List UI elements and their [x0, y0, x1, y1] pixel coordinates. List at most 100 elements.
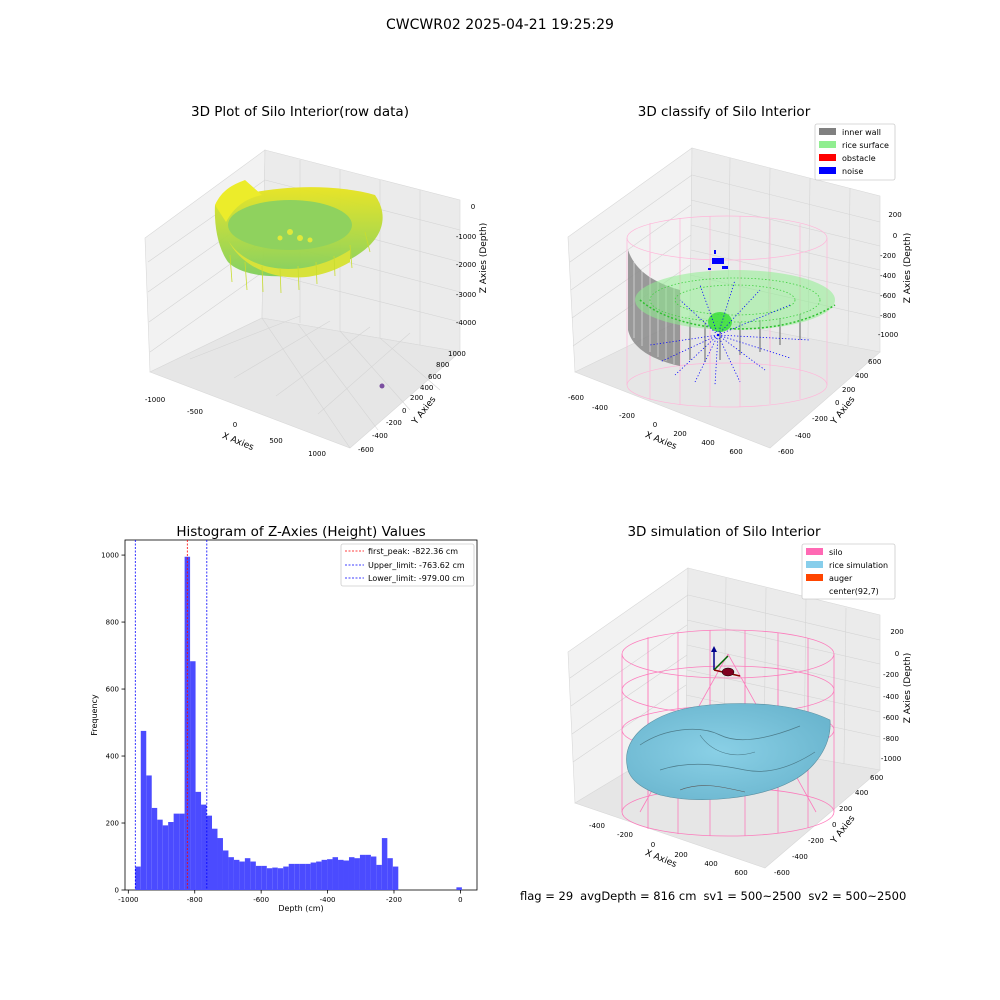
raw-ztick: -4000 — [456, 319, 476, 327]
raw-ztick: -2000 — [456, 261, 476, 269]
histogram-bar — [162, 825, 169, 890]
histogram-xtick-label: -200 — [386, 896, 402, 904]
histogram-ylabel: Frequency — [90, 694, 99, 736]
classify-ztick: 200 — [888, 211, 901, 219]
histogram-bar — [233, 859, 240, 890]
histogram-bar — [365, 854, 371, 890]
legend-entry-upper-limit: Upper_limit: -763.62 cm — [345, 561, 465, 570]
panel-simulation-3d: 3D simulation of Silo Interior — [567, 524, 913, 877]
simulation-auger-marker — [711, 646, 741, 677]
histogram-bar — [201, 804, 207, 890]
simulation-ztick: -600 — [883, 714, 899, 722]
simulation-rice-surface — [626, 703, 831, 800]
classify-zlabel: Z Axies (Depth) — [903, 233, 913, 304]
classify-ytick: -600 — [778, 448, 794, 456]
histogram-bar — [250, 861, 256, 890]
raw-ytick: -200 — [386, 419, 402, 427]
legend-entry-center: center(92,7) — [829, 587, 879, 596]
histogram-bar — [239, 861, 245, 890]
raw-xtick: 0 — [233, 421, 237, 429]
legend-entry-noise: noise — [819, 167, 863, 176]
histogram-ytick-label: 400 — [106, 753, 119, 761]
classify-xtick: 400 — [701, 439, 714, 447]
classify-x-ticks: -600 -400 -200 0 200 400 600 — [568, 394, 743, 456]
histogram-bar — [179, 813, 185, 890]
panel-raw-title: 3D Plot of Silo Interior(row data) — [191, 104, 409, 120]
classify-noise-points — [649, 279, 811, 386]
raw-ztick: -1000 — [456, 233, 476, 241]
histogram-bar — [157, 819, 163, 890]
histogram-bar — [294, 863, 300, 890]
histogram-bar — [212, 828, 218, 890]
histogram-xtick-label: -600 — [253, 896, 269, 904]
raw-z-ticks: -4000 -3000 -2000 -1000 0 — [456, 203, 476, 327]
panel-raw-3d: 3D Plot of Silo Interior(row data) — [144, 104, 489, 458]
simulation-xtick: 400 — [704, 860, 717, 868]
raw-ytick: 800 — [436, 361, 449, 369]
histogram-bar — [244, 858, 251, 890]
legend-entry-first-peak: first_peak: -822.36 cm — [345, 547, 458, 556]
histogram-bar — [370, 856, 377, 890]
classify-xtick: 200 — [673, 430, 686, 438]
histogram-ytick-label: 0 — [115, 887, 119, 895]
raw-ytick: 1000 — [448, 350, 466, 358]
svg-text:first_peak: -822.36 cm: first_peak: -822.36 cm — [368, 547, 458, 556]
simulation-ytick: -200 — [808, 837, 824, 845]
flag-value: flag = 29 — [520, 889, 574, 903]
histogram-xtick-label: -400 — [320, 896, 336, 904]
histogram-bar — [190, 661, 196, 890]
simulation-z-ticks: -1000 -800 -600 -400 -200 0 200 — [881, 628, 904, 763]
raw-x-ticks: -1000 -500 0 500 1000 — [145, 396, 326, 458]
histogram-bar — [146, 775, 152, 890]
classify-xtick: -400 — [592, 404, 608, 412]
panel-classify-title: 3D classify of Silo Interior — [638, 104, 811, 120]
histogram-xtick-label: -1000 — [118, 896, 138, 904]
simulation-ztick: -1000 — [881, 755, 901, 763]
histogram-bar — [327, 859, 333, 890]
simulation-x-ticks: -400 -200 0 200 400 600 — [589, 822, 748, 877]
histogram-bar — [140, 730, 147, 890]
simulation-xtick: 600 — [734, 869, 747, 877]
histogram-ytick-label: 800 — [106, 619, 119, 627]
simulation-ztick: -400 — [883, 693, 899, 701]
figure-title: CWCWR02 2025-04-21 19:25:29 — [386, 17, 614, 33]
simulation-ytick: 600 — [870, 774, 883, 782]
svg-text:rice surface: rice surface — [842, 141, 889, 150]
legend-entry-auger: auger — [806, 574, 853, 583]
classify-ylabel: Y Axies — [829, 395, 858, 428]
raw-ytick: 0 — [402, 407, 406, 415]
simulation-ztick: -200 — [883, 671, 899, 679]
simulation-ytick: -600 — [774, 869, 790, 877]
histogram-bar — [151, 807, 158, 890]
histogram-bar — [381, 838, 388, 890]
simulation-ylabel: Y Axies — [829, 814, 858, 847]
simulation-y-ticks: -600 -400 -200 0 200 400 600 — [774, 774, 883, 877]
simulation-ztick: -800 — [883, 735, 899, 743]
histogram-bar — [288, 863, 295, 890]
histogram-bar — [321, 859, 328, 890]
raw-xtick: 500 — [269, 437, 282, 445]
simulation-ztick: 200 — [890, 628, 903, 636]
histogram-threshold-lines — [134, 540, 208, 890]
classify-ztick: -600 — [880, 292, 896, 300]
classify-rice-surface-points — [635, 270, 836, 332]
classify-ytick: 600 — [868, 358, 881, 366]
simulation-ytick: 0 — [832, 821, 836, 829]
svg-text:noise: noise — [842, 167, 863, 176]
histogram-bar — [173, 813, 180, 890]
histogram-bar — [261, 865, 267, 890]
avg-depth-value: avgDepth = 816 cm — [580, 889, 697, 903]
histogram-bar — [299, 863, 306, 890]
raw-ytick: 200 — [410, 394, 423, 402]
histogram-bar — [277, 868, 284, 890]
classify-ztick: -200 — [880, 252, 896, 260]
histogram-bar — [195, 791, 202, 890]
raw-ytick: 400 — [420, 384, 433, 392]
histogram-legend: first_peak: -822.36 cm Upper_limit: -763… — [340, 543, 475, 587]
histogram-bar — [376, 864, 382, 890]
simulation-ytick: -400 — [792, 853, 808, 861]
svg-text:Lower_limit: -979.00 cm: Lower_limit: -979.00 cm — [368, 574, 465, 583]
classify-ztick: -800 — [880, 312, 896, 320]
histogram-bar — [332, 857, 339, 890]
